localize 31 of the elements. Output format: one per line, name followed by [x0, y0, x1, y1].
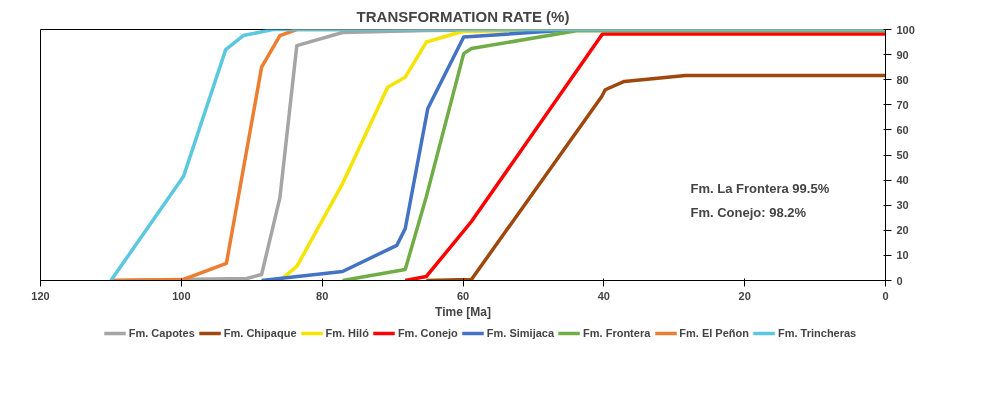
- line-series: [424, 73, 886, 281]
- x-tick-label: 60: [456, 289, 470, 302]
- y-tick-label: 20: [896, 224, 909, 237]
- legend-label: Fm. El Peñon: [679, 327, 749, 339]
- y-tick-label: 70: [896, 98, 909, 111]
- y-tick-label: 100: [896, 23, 915, 36]
- chart-title: TRANSFORMATION RATE (%): [356, 7, 570, 25]
- legend-label: Fm. Simijaca: [486, 327, 555, 339]
- legend-label: Fm. Chipaque: [223, 327, 297, 339]
- annotation: Fm. La Frontera 99.5%: [690, 180, 830, 196]
- x-tick-label: 20: [738, 289, 751, 302]
- x-tick-label: 0: [882, 289, 889, 302]
- x-tick-label: 120: [31, 289, 50, 302]
- y-tick-label: 0: [896, 274, 903, 287]
- y-tick-label: 90: [896, 48, 909, 61]
- y-tick-label: 30: [896, 199, 909, 212]
- x-tick-label: 40: [597, 289, 610, 302]
- y-tick-label: 80: [896, 73, 909, 86]
- legend-label: Fm. Hiló: [325, 327, 369, 339]
- legend-label: Fm. Trincheras: [777, 327, 857, 339]
- y-tick-label: 10: [896, 249, 909, 262]
- y-tick-label: 40: [896, 174, 909, 187]
- y-tick-label: 60: [896, 123, 909, 136]
- legend-label: Fm. Frontera: [583, 327, 651, 339]
- annotation: Fm. Conejo: 98.2%: [690, 204, 807, 220]
- x-tick-label: 80: [316, 289, 329, 302]
- legend-label: Fm. Conejo: [397, 327, 458, 339]
- x-axis-title: Time [Ma]: [435, 304, 491, 319]
- legend-label: Fm. Capotes: [128, 327, 195, 339]
- x-tick-label: 100: [172, 289, 191, 302]
- y-tick-label: 50: [896, 149, 909, 161]
